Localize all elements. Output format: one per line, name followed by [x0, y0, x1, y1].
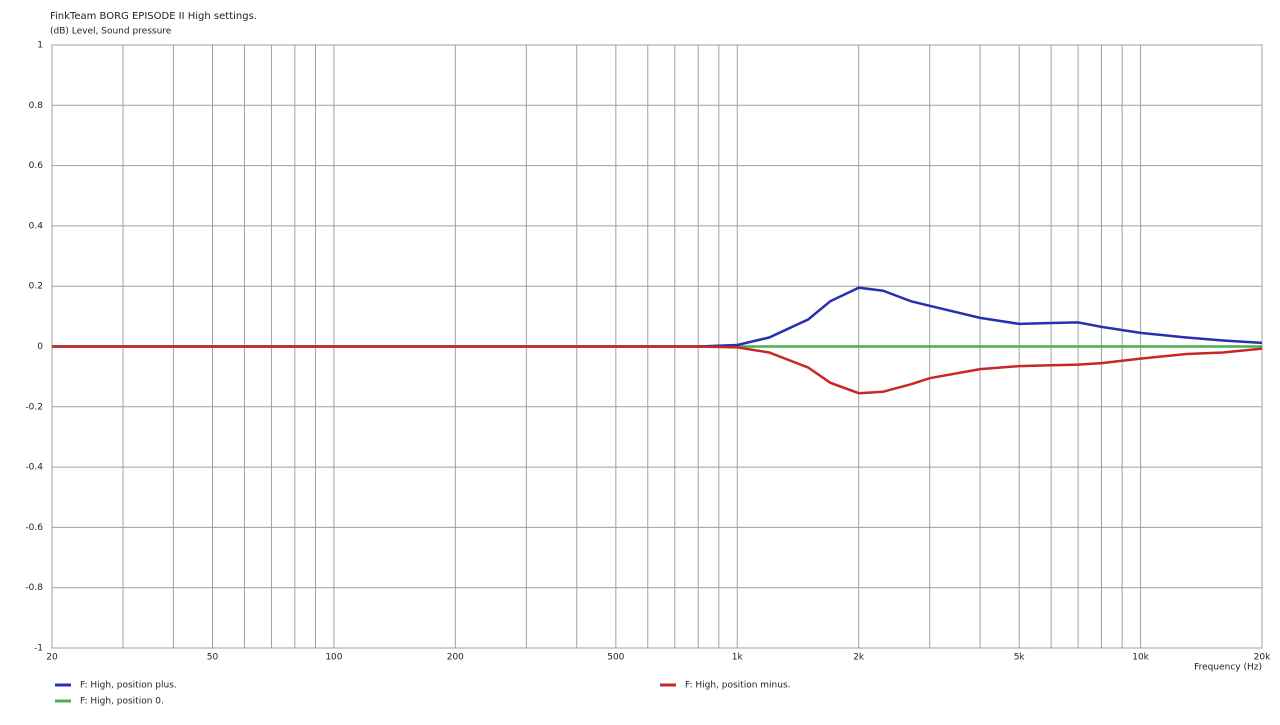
x-tick-label: 20k [1254, 653, 1271, 663]
x-tick-label: 2k [853, 653, 865, 663]
x-tick-label: 20 [46, 653, 58, 663]
y-tick-label: 0.4 [29, 221, 44, 231]
x-tick-label: 10k [1132, 653, 1149, 663]
y-tick-label: -0.8 [25, 583, 43, 593]
y-tick-label: -0.6 [25, 523, 43, 533]
y-tick-label: -1 [34, 644, 43, 654]
y-axis-label: (dB) Level, Sound pressure [50, 27, 172, 37]
legend-label: F: High, position minus. [685, 681, 791, 691]
x-tick-label: 200 [447, 653, 464, 663]
y-tick-label: -0.4 [25, 463, 43, 473]
y-tick-label: 1 [37, 41, 43, 51]
y-tick-label: 0.8 [29, 101, 44, 111]
x-tick-label: 1k [732, 653, 744, 663]
y-tick-label: -0.2 [25, 402, 43, 412]
legend-label: F: High, position 0. [80, 697, 164, 707]
x-tick-label: 50 [207, 653, 219, 663]
y-tick-label: 0.2 [29, 282, 43, 292]
legend-label: F: High, position plus. [80, 681, 177, 691]
x-axis-label: Frequency (Hz) [1194, 663, 1262, 673]
series-line [52, 286, 1263, 348]
x-tick-label: 5k [1014, 653, 1026, 663]
y-tick-label: 0 [37, 342, 43, 352]
series-line [52, 345, 1263, 395]
chart-title: FinkTeam BORG EPISODE II High settings. [50, 11, 257, 22]
x-tick-label: 100 [325, 653, 342, 663]
y-tick-label: 0.6 [29, 161, 44, 171]
x-tick-label: 500 [607, 653, 624, 663]
